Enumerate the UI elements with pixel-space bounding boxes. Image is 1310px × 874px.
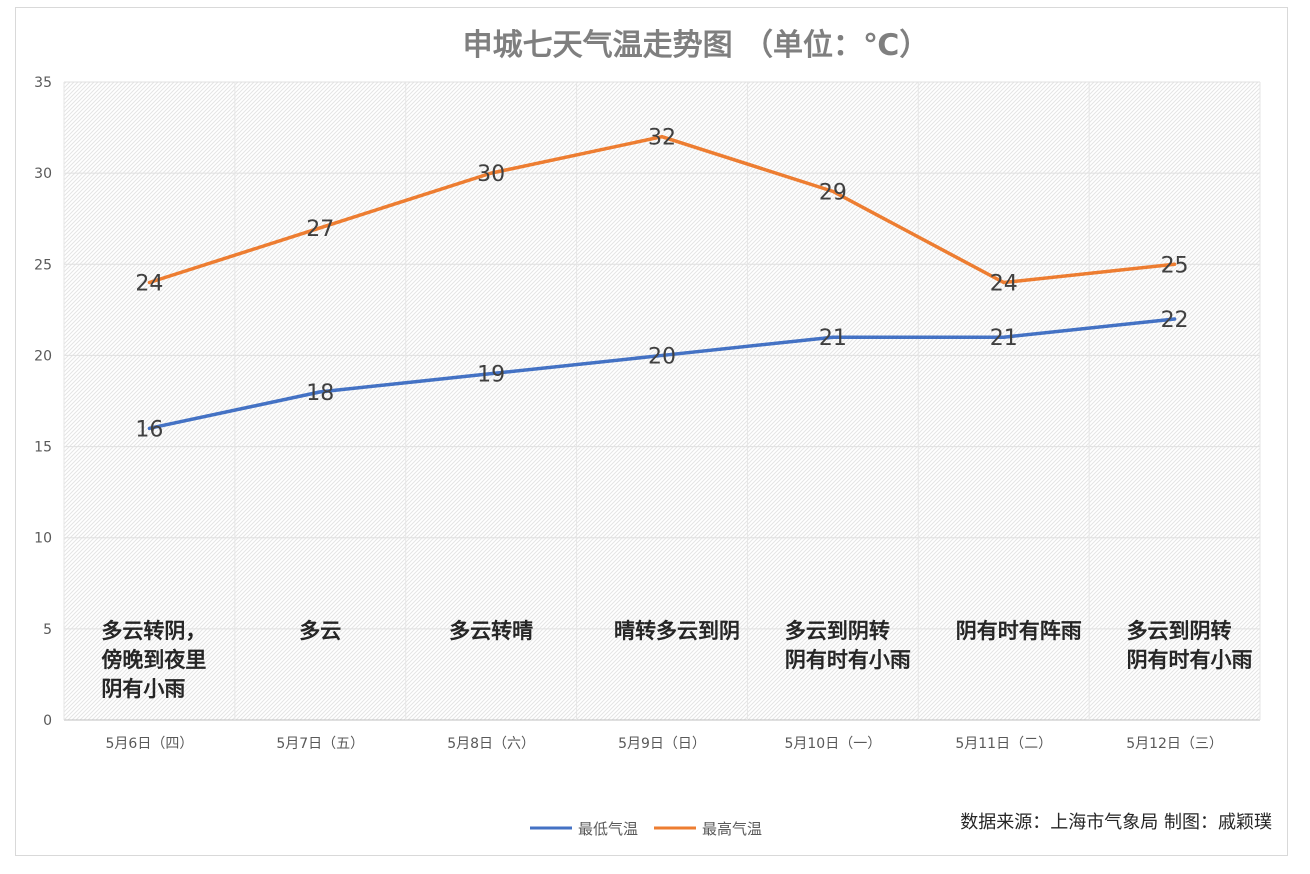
data-label: 20 — [648, 344, 676, 369]
data-label: 29 — [819, 180, 847, 205]
data-label: 16 — [135, 417, 163, 442]
x-tick-label: 5月11日（二） — [955, 736, 1052, 752]
data-label: 24 — [990, 272, 1018, 297]
data-label: 25 — [1161, 253, 1189, 278]
chart-title: 申城七天气温走势图 （单位：℃） — [463, 28, 930, 63]
x-tick-label: 5月10日（一） — [784, 736, 881, 752]
weather-annotation: 阴有时有小雨 — [1127, 648, 1253, 672]
legend-label: 最低气温 — [578, 820, 638, 838]
weather-annotation: 多云到阴转 — [1127, 619, 1232, 643]
plot-area — [64, 82, 1260, 720]
weather-annotation: 阴有时有阵雨 — [956, 619, 1082, 643]
y-tick-label: 0 — [43, 713, 52, 729]
data-label: 21 — [819, 326, 847, 351]
y-tick-label: 10 — [34, 531, 52, 547]
weather-annotation: 多云到阴转 — [785, 619, 890, 643]
y-tick-label: 25 — [34, 257, 52, 273]
data-label: 19 — [477, 363, 505, 388]
weather-annotation: 阴有小雨 — [101, 677, 185, 701]
data-source-note: 数据来源：上海市气象局 制图：戚颖璞 — [960, 812, 1272, 833]
y-tick-label: 30 — [34, 166, 52, 182]
y-tick-label: 20 — [34, 348, 52, 364]
data-label: 21 — [990, 326, 1018, 351]
weather-annotation: 晴转多云到阴 — [614, 619, 740, 643]
weather-annotation: 多云转晴 — [449, 619, 533, 643]
x-tick-label: 5月7日（五） — [276, 736, 364, 752]
x-tick-label: 5月12日（三） — [1126, 736, 1223, 752]
y-tick-label: 35 — [34, 75, 52, 91]
data-label: 27 — [306, 217, 334, 242]
data-label: 30 — [477, 162, 505, 187]
series-line-low — [147, 317, 1177, 431]
x-tick-label: 5月6日（四） — [106, 736, 194, 752]
data-label: 32 — [648, 126, 676, 151]
series-line-high — [147, 134, 1177, 285]
data-label: 24 — [135, 272, 163, 297]
data-label: 22 — [1161, 308, 1189, 333]
data-label: 18 — [306, 381, 334, 406]
legend-label: 最高气温 — [702, 820, 762, 838]
weather-annotation: 阴有时有小雨 — [785, 648, 911, 672]
x-tick-label: 5月8日（六） — [447, 736, 535, 752]
weather-annotation: 多云转阴， — [101, 619, 206, 643]
y-tick-label: 15 — [34, 440, 52, 456]
x-tick-label: 5月9日（日） — [618, 736, 706, 752]
weather-annotation: 傍晚到夜里 — [101, 648, 206, 672]
weather-annotation: 多云 — [299, 619, 341, 643]
y-tick-label: 5 — [43, 622, 52, 638]
